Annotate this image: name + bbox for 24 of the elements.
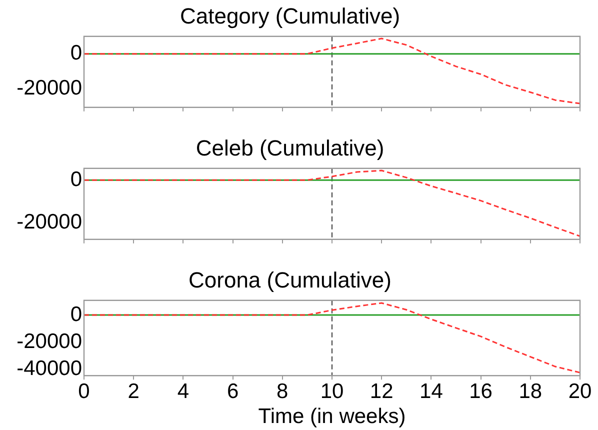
y-tick-label: -20000 — [16, 330, 82, 353]
x-tick-label: 6 — [226, 380, 239, 403]
chart-title: Category (Cumulative) — [180, 3, 400, 28]
line-series — [84, 302, 580, 374]
y-tick-label: -20000 — [16, 76, 82, 100]
line-series — [84, 170, 580, 237]
x-tick-label: 8 — [276, 380, 288, 403]
x-tick-label: 16 — [469, 380, 492, 403]
y-tick-label: -20000 — [16, 210, 82, 234]
y-tick-label: 0 — [70, 302, 82, 326]
y-tick-label: 0 — [70, 42, 82, 65]
x-tick-label: 12 — [370, 380, 394, 403]
x-tick-label: 2 — [128, 380, 140, 403]
x-axis-title: Time (in weeks) — [258, 405, 406, 428]
x-tick-label: 18 — [518, 380, 542, 403]
chart-title: Corona (Cumulative) — [188, 267, 392, 292]
x-tick-label: 4 — [177, 380, 190, 403]
chart-title: Celeb (Cumulative) — [196, 135, 384, 160]
y-tick-label: 0 — [70, 168, 82, 191]
x-tick-label: 20 — [568, 380, 592, 403]
line-series — [84, 38, 580, 104]
y-tick-label: -40000 — [16, 357, 82, 380]
x-tick-label: 10 — [320, 380, 344, 403]
x-tick-label: 14 — [420, 380, 444, 403]
